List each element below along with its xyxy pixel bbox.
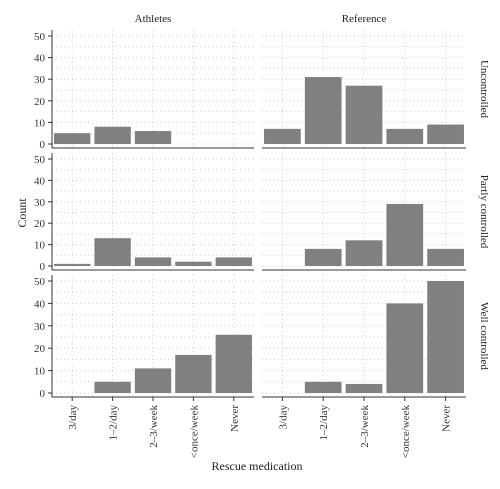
- y-tick-label: 40: [34, 53, 46, 65]
- y-tick-label: 20: [34, 96, 46, 108]
- y-tick-label: 0: [40, 139, 46, 151]
- row-strip-well-controlled: Well controlled: [478, 302, 490, 370]
- bar-athletes-partly-controlled-1-2-day: [94, 238, 131, 266]
- x-tick-label-reference-once-week: <once/week: [400, 405, 412, 459]
- x-tick-label-athletes-1-2-day: 1–2/day: [108, 405, 120, 441]
- y-tick-label: 40: [34, 175, 46, 187]
- x-tick-label-athletes-once-week: <once/week: [188, 405, 200, 459]
- y-tick-label: 30: [34, 321, 46, 333]
- y-tick-label: 50: [34, 154, 46, 166]
- bar-reference-well-controlled-never: [427, 281, 464, 393]
- column-strip-reference: Reference: [342, 13, 387, 25]
- y-tick-label: 0: [40, 388, 46, 400]
- bar-athletes-partly-controlled-3-day: [54, 263, 91, 266]
- x-tick-label-athletes-2-3-week: 2–3/week: [148, 405, 160, 448]
- bar-reference-uncontrolled-3-day: [264, 128, 301, 144]
- y-tick-label: 40: [34, 298, 46, 310]
- bar-reference-partly-controlled-1-2-day: [304, 248, 342, 266]
- row-strip-uncontrolled: Uncontrolled: [478, 60, 490, 119]
- grid-layer: [52, 30, 466, 397]
- bars-layer: [54, 77, 464, 393]
- bar-reference-well-controlled-2-3-week: [345, 384, 383, 393]
- x-tick-label-reference-1-2-day: 1–2/day: [318, 405, 330, 441]
- y-tick-label: 10: [34, 117, 46, 129]
- y-axis-title: Count: [15, 198, 29, 228]
- y-tick-label: 50: [34, 276, 46, 288]
- bar-athletes-partly-controlled-once-week: [175, 261, 212, 266]
- y-tick-label: 20: [34, 343, 46, 355]
- bar-athletes-uncontrolled-3-day: [54, 133, 91, 144]
- labels-layer: Athletes Reference Uncontrolled Partly cont…: [34, 13, 490, 458]
- column-strip-athletes: Athletes: [135, 13, 172, 25]
- bar-reference-uncontrolled-2-3-week: [345, 85, 383, 144]
- bar-reference-well-controlled-once-week: [386, 303, 424, 393]
- bar-athletes-well-controlled-2-3-week: [134, 368, 172, 393]
- x-axis-title: Rescue medication: [212, 459, 303, 473]
- bar-reference-uncontrolled-1-2-day: [304, 77, 342, 144]
- bar-reference-partly-controlled-once-week: [386, 203, 424, 266]
- x-tick-label-reference-3-day: 3/day: [277, 405, 289, 430]
- y-tick-label: 30: [34, 197, 46, 209]
- bar-athletes-uncontrolled-2-3-week: [134, 131, 172, 144]
- y-tick-label: 30: [34, 74, 46, 86]
- x-tick-label-reference-2-3-week: 2–3/week: [359, 405, 371, 448]
- bar-athletes-uncontrolled-1-2-day: [94, 126, 131, 144]
- y-tick-label: 50: [34, 31, 46, 43]
- bar-reference-uncontrolled-once-week: [386, 128, 424, 144]
- y-tick-label: 20: [34, 218, 46, 230]
- bar-athletes-partly-controlled-never: [215, 257, 252, 266]
- bar-athletes-well-controlled-1-2-day: [94, 381, 131, 393]
- bar-athletes-well-controlled-never: [215, 334, 252, 393]
- bar-athletes-well-controlled-once-week: [175, 354, 212, 393]
- bar-reference-partly-controlled-never: [427, 248, 464, 266]
- y-tick-label: 10: [34, 240, 46, 252]
- axes-layer: [48, 30, 466, 401]
- x-tick-label-reference-never: Never: [441, 405, 453, 432]
- y-tick-label: 10: [34, 366, 46, 378]
- y-tick-label: 0: [40, 261, 46, 273]
- bar-reference-partly-controlled-2-3-week: [345, 240, 383, 266]
- x-tick-label-athletes-3-day: 3/day: [67, 405, 79, 430]
- bar-reference-uncontrolled-never: [427, 124, 464, 144]
- bar-reference-well-controlled-1-2-day: [304, 381, 342, 393]
- row-strip-partly-controlled: Partly controlled: [478, 175, 490, 249]
- bar-athletes-partly-controlled-2-3-week: [134, 257, 172, 266]
- x-tick-label-athletes-never: Never: [229, 405, 241, 432]
